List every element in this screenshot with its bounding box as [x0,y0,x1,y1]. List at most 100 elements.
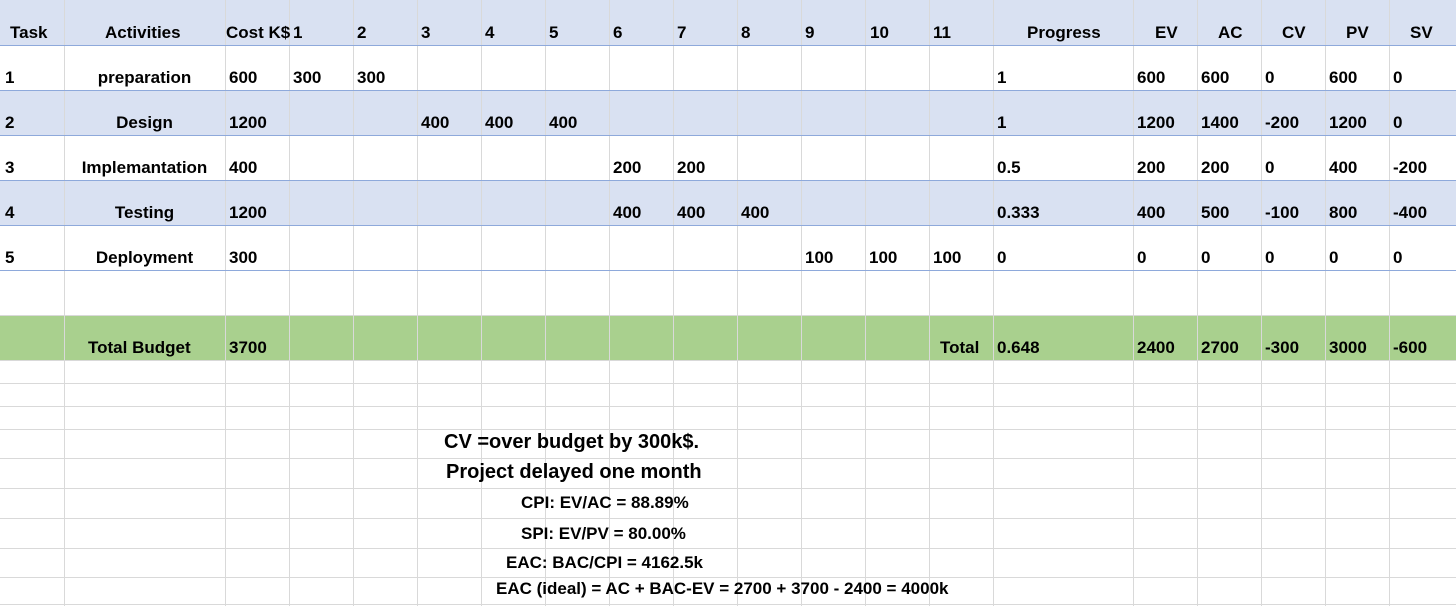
table-cell: 400 [677,203,706,222]
grid-row-line [0,429,1456,430]
activity-name: Design [116,113,173,132]
table-cell: 0 [1265,248,1275,267]
grid-col-line [545,0,546,606]
table-cell: 400 [1137,203,1166,222]
header-progress: Progress [1027,23,1101,42]
grid-row-line [0,604,1456,605]
header-ev: EV [1155,23,1178,42]
grid-row-line [0,135,1456,136]
table-cell: 600 [1137,68,1166,87]
activity-name: Implemantation [81,158,208,177]
note-eac: EAC: BAC/CPI = 4162.5k [506,553,703,572]
grid-row-line [0,45,1456,46]
grid-col-line [1133,0,1134,606]
table-cell: -200 [1265,113,1300,132]
table-cell: 5 [5,248,15,267]
grid-row-line [0,406,1456,407]
note-eac-ideal: EAC (ideal) = AC + BAC-EV = 2700 + 3700 … [496,579,949,598]
table-cell: 200 [677,158,706,177]
row-band-2 [0,91,1456,135]
header-month-1: 1 [293,23,303,42]
header-month-7: 7 [677,23,687,42]
note-cpi: CPI: EV/AC = 88.89% [521,493,689,512]
header-month-5: 5 [549,23,559,42]
table-cell: 100 [805,248,834,267]
table-cell: 400 [421,113,450,132]
grid-col-line [609,0,610,606]
table-cell: 0 [1393,68,1403,87]
grid-row-line [0,518,1456,519]
table-cell: 400 [549,113,578,132]
table-cell: 1400 [1201,113,1239,132]
note-cv: CV =over budget by 300k$. [444,431,700,453]
header-ac: AC [1218,23,1243,42]
total-row-band [0,316,1456,360]
table-cell: 2 [5,113,15,132]
header-month-3: 3 [421,23,431,42]
total-cv: -300 [1265,338,1300,357]
header-month-8: 8 [741,23,751,42]
table-cell: 0 [1265,158,1275,177]
header-month-11: 11 [933,23,951,42]
header-month-6: 6 [613,23,623,42]
grid-row-line [0,225,1456,226]
grid-col-line [1389,0,1390,606]
grid-col-line [225,0,226,606]
table-cell: 1200 [229,113,267,132]
total-budget-value: 3700 [229,338,267,357]
grid-col-line [481,0,482,606]
note-spi: SPI: EV/PV = 80.00% [521,524,686,543]
table-cell: 1 [5,68,15,87]
grid-row-line [0,360,1456,361]
table-cell: 300 [229,248,258,267]
table-cell: 400 [613,203,642,222]
note-delay: Project delayed one month [446,461,702,483]
table-cell: 0 [1393,113,1403,132]
grid-col-line [929,0,930,606]
table-cell: 0 [1393,248,1403,267]
table-cell: 400 [229,158,258,177]
table-cell: 400 [741,203,770,222]
total-ev: 2400 [1137,338,1175,357]
header-month-10: 10 [870,23,889,42]
grid-row-line [0,577,1456,578]
grid-col-line [1325,0,1326,606]
table-cell: 600 [229,68,258,87]
table-cell: 4 [5,203,15,222]
header-row-band [0,0,1456,45]
header-sv: SV [1410,23,1433,42]
grid-col-line [1197,0,1198,606]
grid-col-line [289,0,290,606]
grid-row-line [0,270,1456,271]
activity-name: Deployment [95,248,194,267]
table-cell: 100 [869,248,898,267]
header-month-4: 4 [485,23,495,42]
table-cell: 1200 [229,203,267,222]
table-cell: 600 [1329,68,1358,87]
table-cell: 0.333 [997,203,1040,222]
total-budget-label: Total Budget [88,338,191,357]
table-cell: 400 [1329,158,1358,177]
total-pv: 3000 [1329,338,1367,357]
grid-row-line [0,315,1456,316]
table-cell: 100 [933,248,962,267]
activity-name: Testing [114,203,175,222]
grid-row-line [0,488,1456,489]
table-cell: 400 [485,113,514,132]
grid-col-line [417,0,418,606]
total-progress: 0.648 [997,338,1040,357]
table-cell: 3 [5,158,15,177]
grid-col-line [673,0,674,606]
table-cell: 0.5 [997,158,1021,177]
grid-col-line [737,0,738,606]
grid-col-line [64,0,65,606]
header-pv: PV [1346,23,1369,42]
header-activities: Activities [105,23,181,42]
table-cell: 1200 [1137,113,1175,132]
table-cell: 200 [1137,158,1166,177]
grid-row-line [0,458,1456,459]
table-cell: 1 [997,68,1007,87]
total-sv: -600 [1393,338,1428,357]
table-cell: 200 [613,158,642,177]
